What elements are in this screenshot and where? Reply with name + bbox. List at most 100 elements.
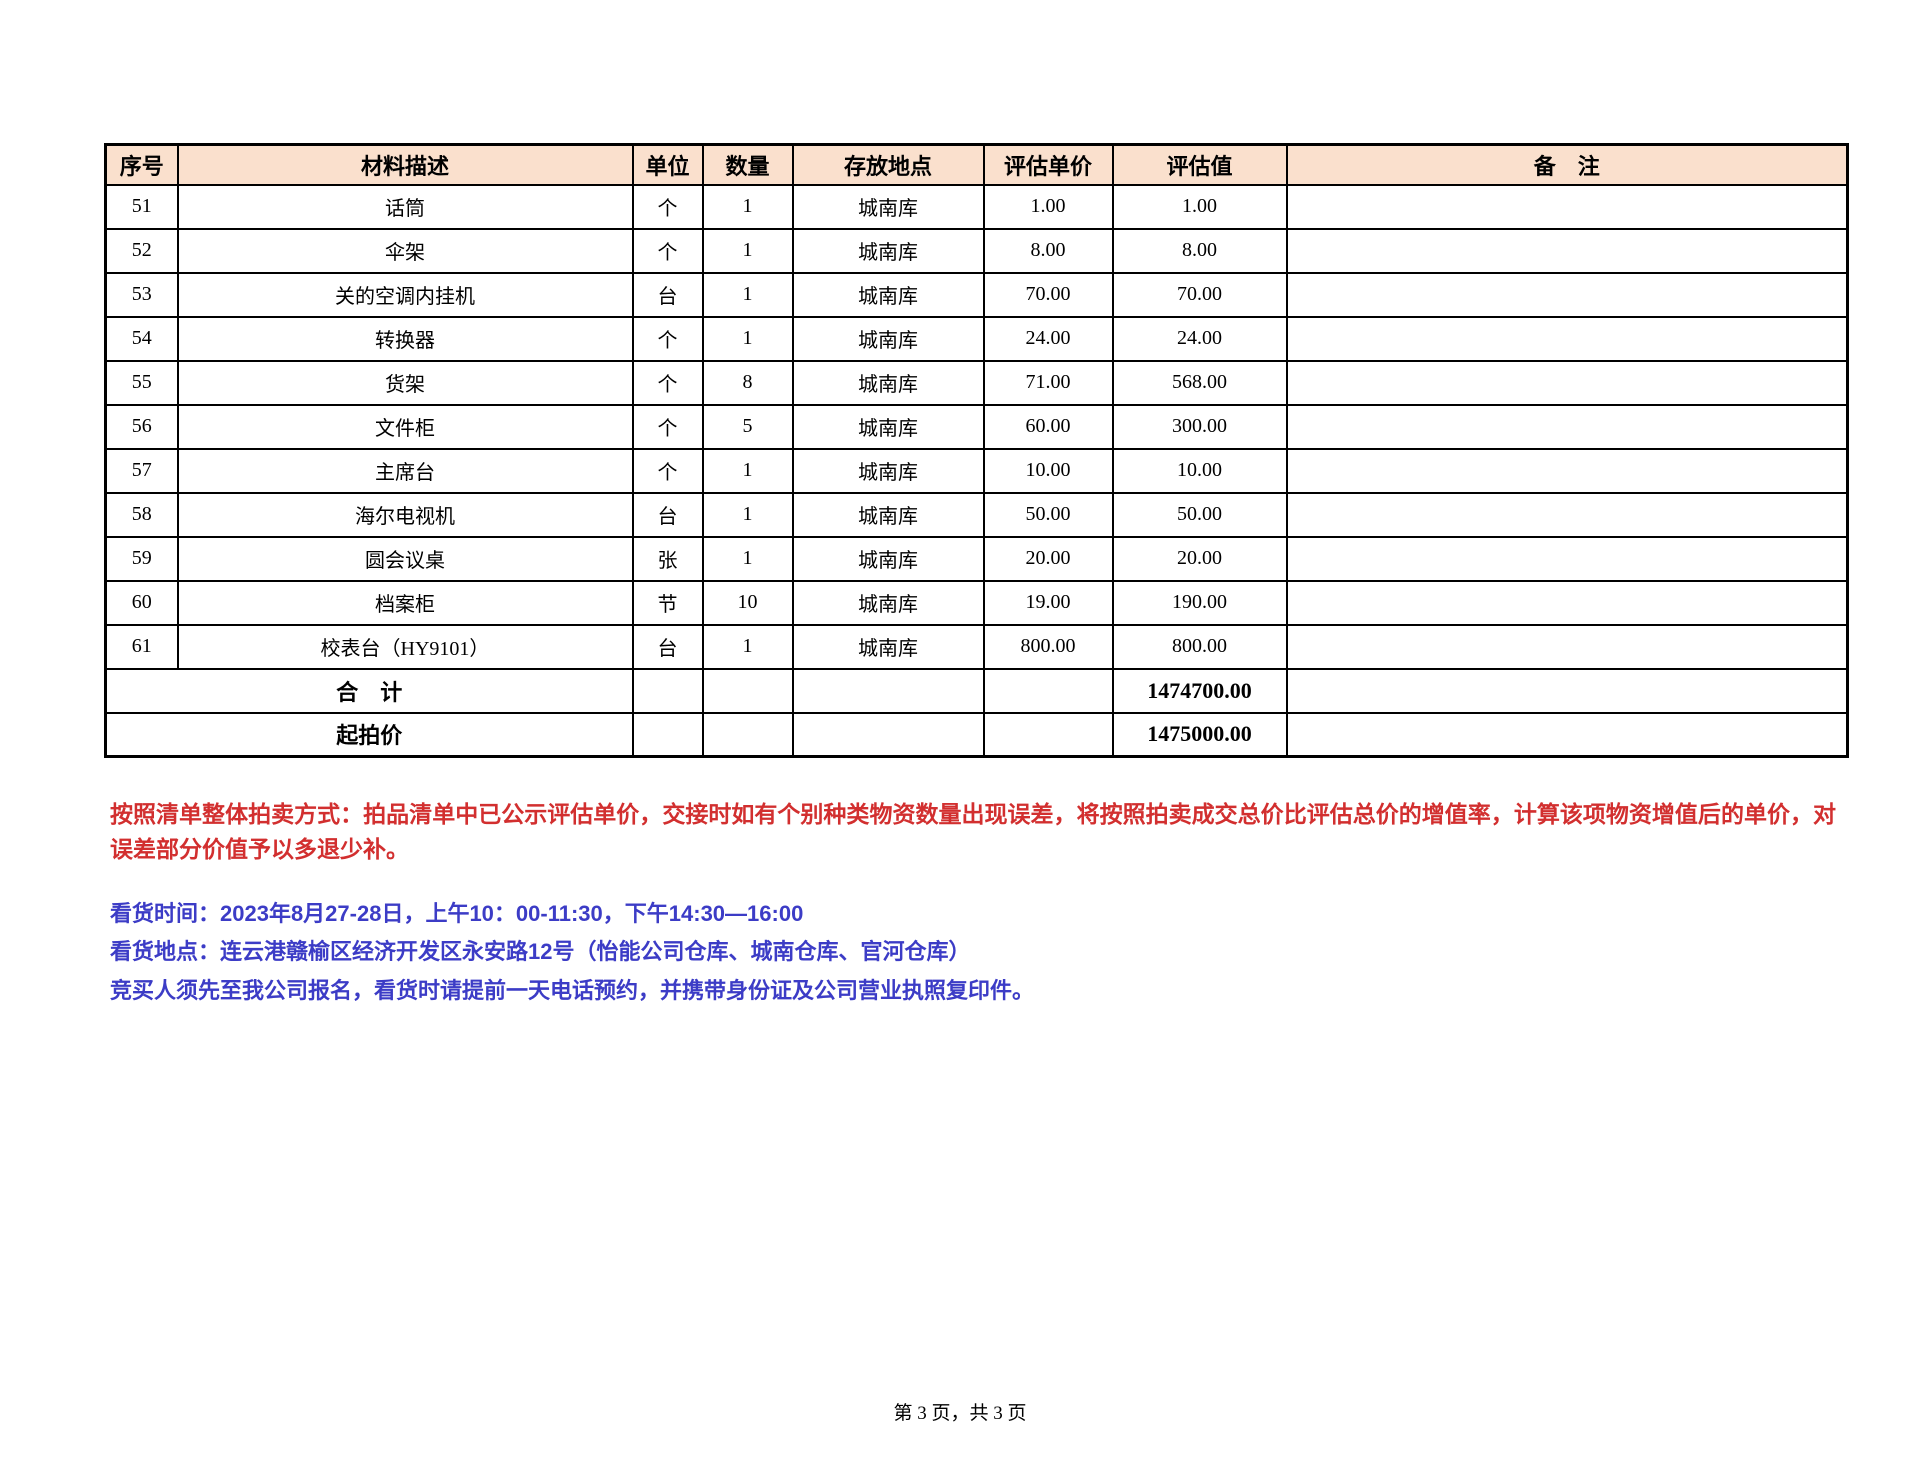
cell-location: 城南库: [791, 447, 985, 494]
cell-unit-price: 24.00: [982, 315, 1114, 362]
cell-unit-price: 19.00: [982, 579, 1114, 626]
cell-quantity: 1: [701, 491, 794, 538]
cell-value: 20.00: [1111, 535, 1288, 582]
reserve-price-label: 起拍价: [104, 711, 634, 758]
cell-index: 54: [104, 315, 179, 362]
cell-unit: 个: [631, 403, 704, 450]
cell-location: 城南库: [791, 579, 985, 626]
inventory-table: 序号 材料描述 单位 数量 存放地点 评估单价 评估值 备 注 51 话筒 个 …: [104, 143, 1849, 758]
table-row: 61 校表台（HY9101） 台 1 城南库 800.00 800.00: [104, 623, 1849, 670]
reserve-location-cell: [791, 711, 985, 758]
cell-unit-price: 60.00: [982, 403, 1114, 450]
cell-remarks: [1285, 227, 1849, 274]
cell-location: 城南库: [791, 227, 985, 274]
cell-index: 53: [104, 271, 179, 318]
table-header-row: 序号 材料描述 单位 数量 存放地点 评估单价 评估值 备 注: [104, 143, 1849, 186]
cell-unit: 个: [631, 359, 704, 406]
cell-quantity: 8: [701, 359, 794, 406]
col-header-remarks: 备 注: [1285, 143, 1849, 186]
table-row: 55 货架 个 8 城南库 71.00 568.00: [104, 359, 1849, 406]
col-header-unit-price: 评估单价: [982, 143, 1114, 186]
cell-description: 伞架: [176, 227, 634, 274]
cell-remarks: [1285, 623, 1849, 670]
cell-remarks: [1285, 447, 1849, 494]
cell-remarks: [1285, 359, 1849, 406]
cell-value: 10.00: [1111, 447, 1288, 494]
cell-location: 城南库: [791, 183, 985, 230]
cell-quantity: 5: [701, 403, 794, 450]
cell-location: 城南库: [791, 403, 985, 450]
table-row: 56 文件柜 个 5 城南库 60.00 300.00: [104, 403, 1849, 450]
cell-index: 59: [104, 535, 179, 582]
total-unit-cell: [631, 667, 704, 714]
total-row: 合 计 1474700.00: [104, 667, 1849, 714]
cell-description: 关的空调内挂机: [176, 271, 634, 318]
cell-index: 60: [104, 579, 179, 626]
cell-value: 50.00: [1111, 491, 1288, 538]
cell-description: 话筒: [176, 183, 634, 230]
cell-quantity: 1: [701, 227, 794, 274]
table-row: 54 转换器 个 1 城南库 24.00 24.00: [104, 315, 1849, 362]
cell-index: 52: [104, 227, 179, 274]
viewing-location-text: 看货地点：连云港赣榆区经济开发区永安路12号（怡能公司仓库、城南仓库、官河仓库）: [110, 939, 971, 964]
cell-unit: 节: [631, 579, 704, 626]
cell-description: 海尔电视机: [176, 491, 634, 538]
cell-index: 61: [104, 623, 179, 670]
table-row: 58 海尔电视机 台 1 城南库 50.00 50.00: [104, 491, 1849, 538]
reserve-price-value: 1475000.00: [1111, 711, 1288, 758]
cell-unit: 台: [631, 623, 704, 670]
cell-index: 55: [104, 359, 179, 406]
cell-unit: 个: [631, 447, 704, 494]
cell-description: 货架: [176, 359, 634, 406]
cell-remarks: [1285, 183, 1849, 230]
cell-unit-price: 8.00: [982, 227, 1114, 274]
cell-unit-price: 70.00: [982, 271, 1114, 318]
col-header-value: 评估值: [1111, 143, 1288, 186]
total-unit-price-cell: [982, 667, 1114, 714]
table-body: 51 话筒 个 1 城南库 1.00 1.00 52 伞架 个 1 城南库 8.…: [104, 183, 1849, 670]
cell-location: 城南库: [791, 623, 985, 670]
cell-location: 城南库: [791, 271, 985, 318]
col-header-description: 材料描述: [176, 143, 634, 186]
cell-value: 300.00: [1111, 403, 1288, 450]
cell-value: 800.00: [1111, 623, 1288, 670]
cell-description: 圆会议桌: [176, 535, 634, 582]
table-row: 53 关的空调内挂机 台 1 城南库 70.00 70.00: [104, 271, 1849, 318]
cell-remarks: [1285, 491, 1849, 538]
table-row: 60 档案柜 节 10 城南库 19.00 190.00: [104, 579, 1849, 626]
cell-description: 校表台（HY9101）: [176, 623, 634, 670]
cell-unit-price: 800.00: [982, 623, 1114, 670]
cell-description: 主席台: [176, 447, 634, 494]
cell-value: 190.00: [1111, 579, 1288, 626]
cell-index: 58: [104, 491, 179, 538]
cell-description: 转换器: [176, 315, 634, 362]
cell-quantity: 10: [701, 579, 794, 626]
cell-unit-price: 71.00: [982, 359, 1114, 406]
reserve-unit-cell: [631, 711, 704, 758]
table-row: 57 主席台 个 1 城南库 10.00 10.00: [104, 447, 1849, 494]
cell-unit: 台: [631, 491, 704, 538]
total-remarks-cell: [1285, 667, 1849, 714]
cell-unit: 个: [631, 183, 704, 230]
col-header-quantity: 数量: [701, 143, 794, 186]
cell-value: 70.00: [1111, 271, 1288, 318]
total-label: 合 计: [104, 667, 634, 714]
col-header-location: 存放地点: [791, 143, 985, 186]
cell-unit-price: 20.00: [982, 535, 1114, 582]
cell-unit-price: 1.00: [982, 183, 1114, 230]
cell-index: 51: [104, 183, 179, 230]
table-row: 51 话筒 个 1 城南库 1.00 1.00: [104, 183, 1849, 230]
cell-remarks: [1285, 403, 1849, 450]
auction-terms-text: 按照清单整体拍卖方式：拍品清单中已公示评估单价，交接时如有个别种类物资数量出现误…: [110, 801, 1836, 862]
cell-value: 1.00: [1111, 183, 1288, 230]
page-number-text: 第 3 页，共 3 页: [893, 1403, 1027, 1424]
cell-unit: 张: [631, 535, 704, 582]
cell-remarks: [1285, 579, 1849, 626]
cell-location: 城南库: [791, 535, 985, 582]
table-summary: 合 计 1474700.00 起拍价 1475000.00: [104, 667, 1849, 758]
viewing-time-text: 看货时间：2023年8月27-28日，上午10：00-11:30，下午14:30…: [110, 901, 804, 926]
cell-value: 568.00: [1111, 359, 1288, 406]
cell-location: 城南库: [791, 359, 985, 406]
total-quantity-cell: [701, 667, 794, 714]
reserve-quantity-cell: [701, 711, 794, 758]
